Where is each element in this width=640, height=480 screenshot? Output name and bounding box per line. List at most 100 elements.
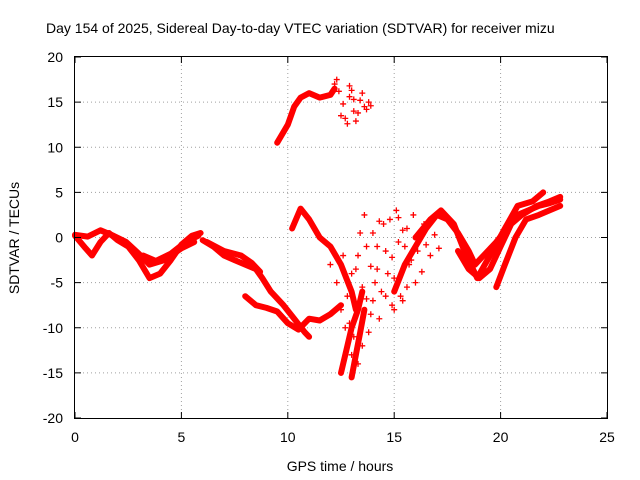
x-tick-label: 5 [178,429,186,445]
y-tick-label: 5 [55,184,63,200]
plus-marker [376,218,383,225]
plus-marker [393,207,400,214]
plot-frame [74,56,608,419]
series-trace-g [274,85,338,146]
plus-marker [406,261,413,268]
plus-marker [363,106,370,113]
scatter-markers [327,76,442,367]
plus-marker [344,293,351,300]
plus-marker [331,81,338,88]
plus-marker [395,214,402,221]
series-trace-i [338,288,366,376]
y-tick-label: -20 [43,410,63,426]
plus-marker [401,243,408,250]
plus-marker [427,252,434,259]
plus-marker [367,102,374,109]
plus-marker [414,248,421,255]
plus-marker [369,229,376,236]
plus-marker [363,295,370,302]
plus-marker [355,360,362,367]
plus-marker [333,76,340,83]
plus-marker [327,261,334,268]
series-trace-f [242,293,344,333]
series-trace-d [199,237,313,340]
plus-marker [378,288,385,295]
x-tick-label: 0 [71,429,79,445]
plus-marker [403,225,410,232]
plus-marker [369,297,376,304]
plus-marker [361,211,368,218]
chart-title: Day 154 of 2025, Sidereal Day-to-day VTE… [46,20,555,36]
plus-marker [352,266,359,273]
plus-marker [418,268,425,275]
plus-marker [357,97,364,104]
axis-ticks: 0 5 10 15 20 25 -20 -15 -10 -5 0 5 10 15 20 [43,49,615,445]
plus-marker [386,216,393,223]
plus-marker [374,266,381,273]
plus-marker [389,302,396,309]
plus-marker [342,324,349,331]
plus-marker [408,257,415,264]
plus-marker [355,109,362,116]
x-tick-label: 10 [280,429,296,445]
plus-marker [359,284,366,291]
plus-marker [391,275,398,282]
plus-marker [346,82,353,89]
plus-marker [359,90,366,97]
y-tick-label: -15 [43,365,63,381]
y-tick-label: -5 [51,275,64,291]
plus-marker [333,279,340,286]
x-tick-label: 25 [599,429,615,445]
plus-marker [367,311,374,318]
plus-marker [350,108,357,115]
plus-marker [376,315,383,322]
plus-marker [355,252,362,259]
plus-marker [342,115,349,122]
x-axis-label: GPS time / hours [287,458,394,474]
plus-marker [352,118,359,125]
plus-marker [365,99,372,106]
plus-marker [410,211,417,218]
plus-marker [399,227,406,234]
plus-marker [359,342,366,349]
plus-marker [435,245,442,252]
series-trace-h [289,205,359,313]
series-trace-j [348,306,368,381]
plus-marker [340,100,347,107]
series-trace-c [140,232,202,264]
y-tick-label: 0 [55,230,63,246]
plus-marker [423,241,430,248]
plus-marker [380,220,387,227]
data-traces [72,85,564,381]
plus-marker [338,306,344,313]
y-tick-label: 15 [47,94,63,110]
plus-marker [346,320,353,327]
plus-marker [384,270,391,277]
y-tick-label: 10 [47,139,63,155]
series-trace-m [455,193,564,282]
plus-marker [346,93,353,100]
plus-marker [372,279,379,286]
plus-marker [344,120,351,127]
plus-marker [397,293,404,300]
plus-marker [338,112,344,119]
y-tick-label: 20 [47,49,63,65]
plus-marker [348,270,355,277]
plus-marker [395,239,402,246]
plus-marker [367,263,374,270]
y-axis-label: SDTVAR / TECUs [6,182,22,294]
plus-marker [350,96,357,103]
plus-marker [391,306,398,313]
series-trace-e [203,239,264,275]
plus-marker [416,234,423,241]
plus-marker [357,229,364,236]
plus-marker [335,88,342,95]
plus-marker [348,87,355,94]
x-tick-label: 20 [493,429,509,445]
plus-marker [350,333,357,340]
y-tick-label: -10 [43,320,63,336]
x-tick-label: 15 [386,429,402,445]
plus-marker [348,351,355,358]
plus-marker [363,243,370,250]
plus-marker [382,293,389,300]
